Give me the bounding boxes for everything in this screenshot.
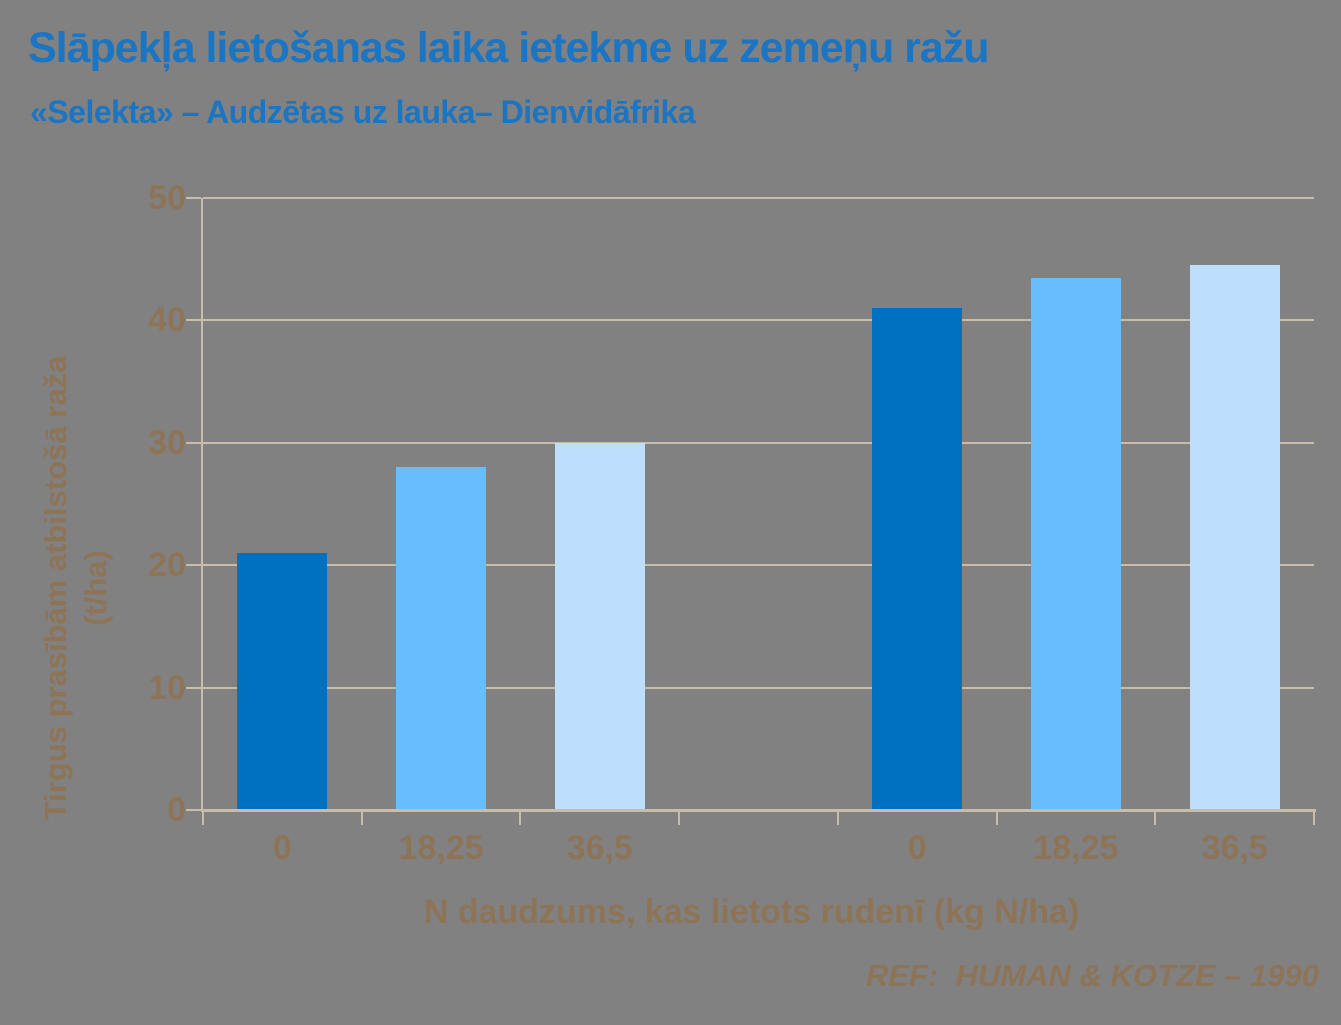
y-tick-label: 10 [148, 668, 186, 707]
x-tick [678, 810, 681, 825]
x-tick-label: 18,25 [398, 829, 484, 867]
chart-subtitle: «Selekta» – Audzētas uz lauka– Dienvidāf… [30, 94, 696, 130]
y-tick-label: 0 [167, 791, 186, 829]
bar [237, 552, 328, 810]
gridline [203, 686, 1314, 689]
chart-title: Slāpekļa lietošanas laika ietekme uz zem… [28, 24, 990, 72]
reference-text: REF: HUMAN & KOTZE – 1990 [865, 958, 1319, 993]
bar [1189, 265, 1280, 810]
y-tick-label: 30 [148, 423, 186, 462]
x-tick [360, 810, 363, 825]
x-tick-label: 36,5 [1201, 829, 1268, 867]
y-tick [186, 319, 201, 322]
x-tick-label: 0 [907, 829, 927, 867]
x-tick-label: 36,5 [566, 829, 633, 867]
x-axis-line [201, 809, 1316, 812]
y-tick [186, 809, 201, 811]
x-tick [519, 810, 522, 825]
x-tick [202, 810, 204, 825]
x-tick-label: 18,25 [1033, 829, 1119, 867]
y-tick [186, 686, 201, 689]
y-tick-label: 20 [148, 546, 186, 585]
y-tick [186, 441, 201, 444]
bar [1030, 277, 1121, 810]
bar [554, 442, 645, 810]
x-tick [1154, 810, 1157, 825]
x-tick [1313, 810, 1315, 825]
y-tick [186, 564, 201, 567]
x-tick-label: 0 [272, 829, 292, 867]
gridline [203, 441, 1314, 444]
y-tick-label: 40 [148, 301, 186, 340]
bar [396, 467, 487, 810]
y-tick-label: 50 [148, 179, 186, 217]
x-axis-title: N daudzums, kas lietots rudenī (kg N/ha) [423, 893, 1080, 931]
x-tick [836, 810, 839, 825]
y-axis-line [201, 198, 203, 810]
x-tick [995, 810, 998, 825]
bar [872, 308, 963, 810]
gridline [203, 197, 1314, 199]
gridline [203, 564, 1314, 567]
y-tick [186, 197, 201, 199]
gridline [203, 319, 1314, 322]
